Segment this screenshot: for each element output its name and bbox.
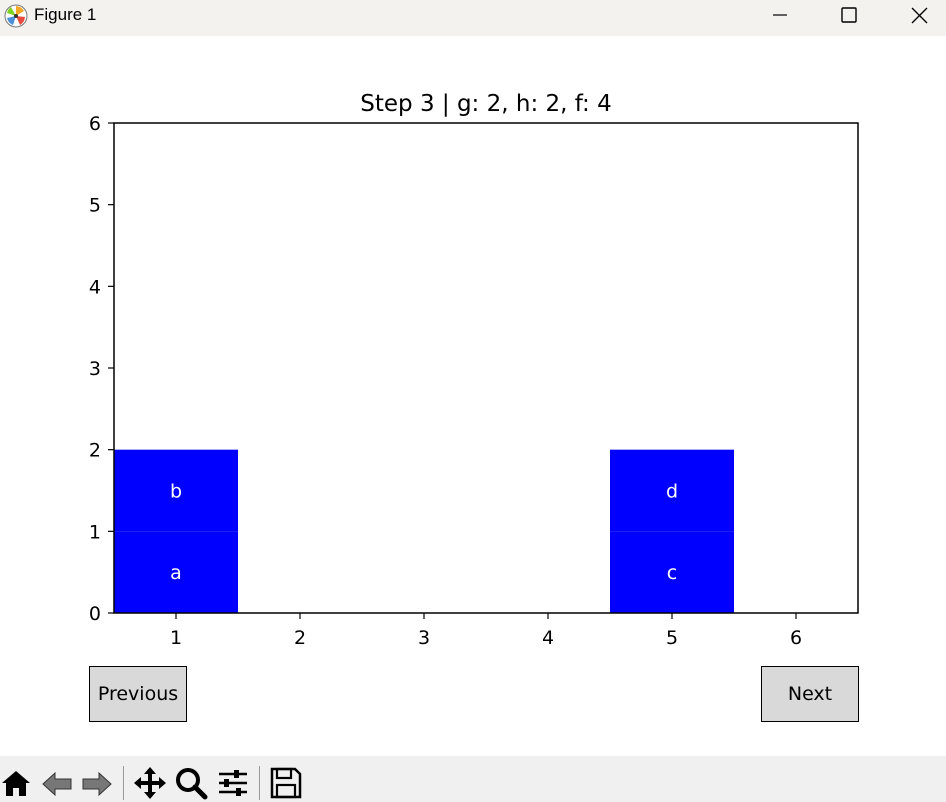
close-icon: [911, 7, 928, 24]
chart: Step 3 | g: 2, h: 2, f: 4 a b c d 1 2 3 4 5 6 0 1…: [89, 91, 859, 649]
forward-button[interactable]: [80, 766, 114, 802]
close-button[interactable]: [884, 0, 946, 32]
x-tick-label: 2: [294, 627, 306, 649]
next-button[interactable]: Next: [761, 666, 859, 722]
zoom-button[interactable]: [174, 766, 208, 802]
y-tick-label: 0: [89, 603, 101, 625]
block-label: c: [667, 562, 677, 584]
home-button[interactable]: [0, 766, 34, 802]
configure-subplots-button[interactable]: [216, 766, 250, 802]
chart-title: Step 3 | g: 2, h: 2, f: 4: [360, 91, 611, 117]
previous-button[interactable]: Previous: [89, 666, 187, 722]
window-title: Figure 1: [34, 5, 97, 24]
block-bar: [114, 531, 238, 613]
figure-canvas: Step 3 | g: 2, h: 2, f: 4 a b c d 1 2 3 4 5 6 0 1…: [0, 36, 946, 756]
y-tick-label: 6: [89, 113, 101, 135]
y-tick-label: 4: [89, 276, 101, 298]
block-label: b: [170, 481, 182, 503]
y-tick-label: 5: [89, 195, 101, 217]
navigation-toolbar: [0, 756, 946, 802]
save-button[interactable]: [269, 766, 303, 802]
toolbar-separator: [123, 766, 124, 800]
maximize-button[interactable]: [814, 0, 884, 32]
pan-button[interactable]: [133, 766, 167, 802]
block-bar: [610, 531, 734, 613]
pan-icon: [134, 767, 166, 799]
block-bar: [610, 449, 734, 532]
back-arrow-icon: [42, 771, 72, 797]
y-tick-label: 2: [89, 440, 101, 462]
configure-subplots-icon: [219, 770, 247, 796]
maximize-icon: [841, 7, 857, 23]
minimize-button[interactable]: [745, 0, 815, 32]
toolbar-separator: [259, 766, 260, 800]
x-tick-label: 5: [666, 627, 678, 649]
save-icon: [270, 767, 302, 799]
zoom-icon: [176, 768, 208, 800]
y-tick-label: 3: [89, 358, 101, 380]
back-button[interactable]: [40, 766, 74, 802]
forward-arrow-icon: [82, 771, 112, 797]
x-tick-label: 4: [542, 627, 554, 649]
block-label: d: [666, 481, 678, 503]
matplotlib-logo-icon: [4, 4, 28, 28]
x-tick-label: 3: [418, 627, 430, 649]
x-tick-label: 6: [790, 627, 802, 649]
block-bar: [114, 449, 238, 532]
y-tick-label: 1: [89, 521, 101, 543]
x-tick-label: 1: [170, 627, 182, 649]
window-titlebar: Figure 1: [0, 0, 946, 36]
block-label: a: [170, 562, 182, 584]
minimize-icon: [773, 14, 787, 16]
home-icon: [2, 771, 30, 796]
